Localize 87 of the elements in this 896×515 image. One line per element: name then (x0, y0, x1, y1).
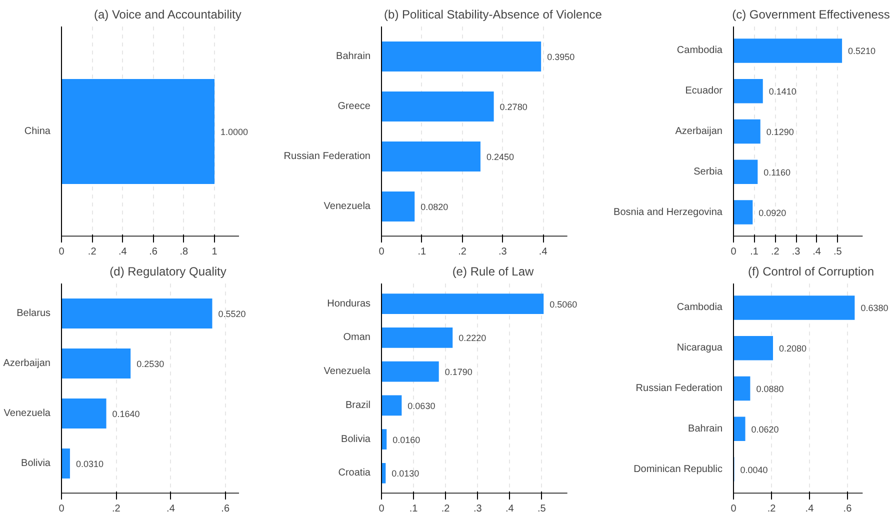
x-tick-label: .2 (88, 246, 97, 258)
x-tick-label: .1 (750, 246, 759, 258)
y-tick-label: Cambodia (676, 302, 723, 314)
y-tick-label: Russian Federation (284, 151, 371, 162)
x-tick-label: .2 (112, 504, 121, 514)
data-label: 0.0920 (758, 208, 786, 218)
data-label: 0.0630 (408, 400, 436, 411)
data-label: 0.5060 (550, 299, 578, 310)
data-label: 0.1410 (768, 86, 796, 97)
y-tick-label: Venezuela (324, 201, 371, 212)
x-tick-label: .4 (118, 246, 128, 258)
x-tick-label: 0 (730, 504, 737, 514)
x-tick-label: .3 (473, 504, 482, 514)
y-tick-label: Azerbaijan (3, 358, 51, 369)
data-label: 0.3950 (547, 52, 575, 62)
x-tick-label: .8 (180, 246, 189, 258)
data-label: 0.5520 (218, 309, 246, 319)
data-label: 0.1160 (764, 167, 791, 178)
data-label: 0.0160 (392, 434, 420, 445)
x-tick-label: .4 (805, 504, 814, 514)
y-tick-label: Serbia (694, 166, 723, 178)
data-label: 0.0310 (76, 459, 104, 469)
chart-title: (f) Control of Corruption (748, 264, 874, 278)
x-tick-label: .6 (149, 246, 158, 258)
data-label: 0.0880 (756, 384, 784, 394)
data-label: 0.0130 (392, 468, 420, 479)
x-tick-label: .5 (833, 246, 842, 258)
chart-title: (c) Government Effectiveness (732, 8, 890, 22)
data-label: 0.0620 (751, 424, 779, 434)
y-tick-label: Bolivia (341, 434, 371, 445)
data-label: 0.2530 (136, 359, 164, 369)
x-tick-label: .4 (166, 504, 176, 514)
y-tick-label: Belarus (16, 308, 50, 319)
x-tick-label: .4 (538, 246, 548, 258)
y-tick-label: Bahrain (688, 423, 722, 434)
x-tick-label: .3 (792, 246, 801, 258)
y-tick-label: Russian Federation (636, 383, 723, 394)
chart-title: (a) Voice and Accountability (94, 8, 242, 22)
x-tick-label: .6 (221, 504, 230, 514)
y-tick-label: Greece (338, 101, 371, 112)
x-tick-label: .2 (458, 246, 467, 258)
data-label: 0.1790 (444, 367, 472, 378)
x-tick-label: 0 (730, 246, 737, 258)
chart-title: (d) Regulatory Quality (110, 264, 226, 278)
x-tick-label: 0 (58, 246, 65, 258)
x-tick-label: .1 (418, 246, 427, 258)
data-label: 0.5210 (848, 46, 876, 56)
x-tick-label: .4 (505, 504, 514, 514)
data-label: 0.2450 (486, 152, 514, 162)
x-tick-label: 0 (58, 504, 65, 514)
y-tick-label: Venezuela (324, 366, 371, 378)
y-tick-label: Brazil (345, 400, 371, 411)
x-tick-label: .3 (498, 246, 508, 258)
data-label: 0.1290 (766, 127, 794, 137)
x-tick-label: .2 (441, 504, 450, 514)
x-tick-label: .2 (767, 504, 776, 514)
data-label: 0.1640 (112, 409, 140, 419)
y-tick-label: China (24, 126, 51, 137)
data-label: 0.2220 (458, 333, 486, 344)
x-tick-label: .5 (538, 504, 546, 514)
y-tick-label: Ecuador (685, 86, 724, 97)
data-label: 0.2780 (500, 102, 528, 112)
y-tick-label: Bahrain (336, 51, 370, 62)
y-tick-label: Bolivia (21, 458, 51, 469)
x-tick-label: 1 (212, 246, 218, 258)
data-label: 0.0040 (740, 464, 768, 475)
x-tick-label: 0 (378, 246, 385, 258)
data-label: 1.0000 (220, 127, 248, 137)
x-tick-label: .2 (770, 246, 780, 258)
x-tick-label: .4 (812, 246, 822, 258)
chart-title: (b) Political Stability-Absence of Violence (384, 8, 602, 22)
y-tick-label: Bosnia and Herzegovina (614, 206, 723, 218)
data-label: 0.0820 (420, 202, 448, 212)
y-tick-label: Nicaragua (676, 342, 723, 354)
x-tick-label: .6 (843, 504, 852, 514)
y-tick-label: Cambodia (676, 45, 723, 56)
x-tick-label: 0 (378, 504, 385, 514)
y-tick-label: Dominican Republic (634, 464, 723, 475)
data-label: 0.2080 (779, 344, 807, 354)
y-tick-label: Azerbaijan (675, 126, 723, 137)
y-tick-label: Honduras (327, 298, 370, 310)
y-tick-label: Oman (343, 332, 371, 344)
chart-title: (e) Rule of Law (452, 264, 534, 278)
y-tick-label: Venezuela (4, 408, 51, 419)
y-tick-label: Croatia (338, 468, 371, 479)
x-tick-label: .1 (409, 504, 418, 514)
data-label: 0.6380 (860, 303, 888, 314)
